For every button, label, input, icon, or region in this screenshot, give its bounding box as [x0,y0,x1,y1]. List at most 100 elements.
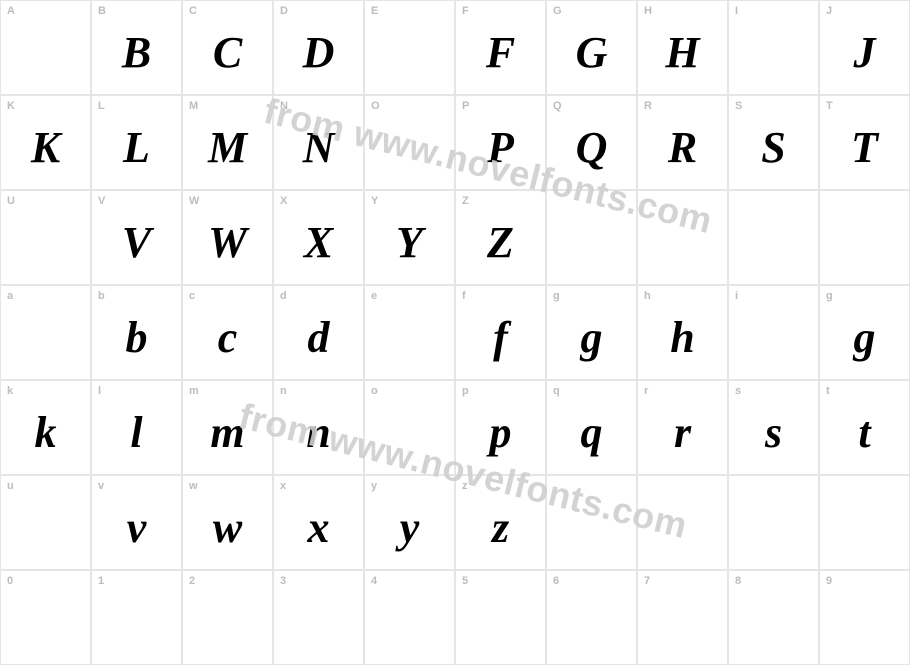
glyph-character: Q [576,126,608,170]
glyph-cell: cc [182,285,273,380]
glyph-cell: BB [91,0,182,95]
glyph-character: d [308,316,330,360]
cell-label: 5 [462,575,468,587]
glyph-cell: 7 [637,570,728,665]
glyph-cell: 0 [0,570,91,665]
cell-label: g [553,290,560,302]
cell-label: I [735,5,738,17]
grid-row: 0123456789 [0,570,911,665]
cell-label: 2 [189,575,195,587]
cell-label: x [280,480,286,492]
glyph-cell: ss [728,380,819,475]
glyph-character: V [122,221,151,265]
glyph-character: s [765,411,782,455]
cell-label: b [98,290,105,302]
glyph-character: F [486,31,515,75]
glyph-cell: tt [819,380,910,475]
glyph-cell: 8 [728,570,819,665]
glyph-character: L [123,126,150,170]
glyph-cell: RR [637,95,728,190]
glyph-character: S [761,126,785,170]
glyph-character: K [31,126,60,170]
glyph-cell [546,190,637,285]
cell-label: T [826,100,833,112]
cell-label: M [189,100,198,112]
glyph-cell: ll [91,380,182,475]
cell-label: 0 [7,575,13,587]
glyph-character: w [213,506,242,550]
grid-row: KKLLMMNNOPPQQRRSSTT [0,95,911,190]
glyph-cell: gg [819,285,910,380]
cell-label: K [7,100,15,112]
grid-row: ABBCCDDEFFGGHHIJJ [0,0,911,95]
glyph-cell: rr [637,380,728,475]
glyph-character: n [306,411,330,455]
glyph-cell: i [728,285,819,380]
glyph-cell: qq [546,380,637,475]
glyph-cell: NN [273,95,364,190]
cell-label: J [826,5,832,17]
cell-label: m [189,385,199,397]
glyph-cell: xx [273,475,364,570]
cell-label: P [462,100,469,112]
glyph-character: T [851,126,878,170]
cell-label: p [462,385,469,397]
glyph-character: C [213,31,242,75]
glyph-cell: JJ [819,0,910,95]
glyph-cell: hh [637,285,728,380]
glyph-character: B [122,31,151,75]
cell-label: 6 [553,575,559,587]
glyph-character: P [487,126,514,170]
cell-label: 8 [735,575,741,587]
cell-label: 9 [826,575,832,587]
glyph-cell: QQ [546,95,637,190]
cell-label: R [644,100,652,112]
glyph-cell: FF [455,0,546,95]
cell-label: h [644,290,651,302]
glyph-cell: 3 [273,570,364,665]
glyph-cell: GG [546,0,637,95]
cell-label: o [371,385,378,397]
cell-label: e [371,290,377,302]
glyph-cell: SS [728,95,819,190]
cell-label: a [7,290,13,302]
glyph-cell [819,475,910,570]
glyph-cell: A [0,0,91,95]
cell-label: X [280,195,287,207]
cell-label: H [644,5,652,17]
glyph-character: c [218,316,238,360]
glyph-character: b [126,316,148,360]
glyph-character: g [854,316,876,360]
cell-label: z [462,480,468,492]
glyph-character: t [858,411,870,455]
cell-label: d [280,290,287,302]
cell-label: F [462,5,469,17]
cell-label: k [7,385,13,397]
glyph-cell: 2 [182,570,273,665]
cell-label: U [7,195,15,207]
glyph-character: y [400,506,420,550]
glyph-cell: 6 [546,570,637,665]
cell-label: q [553,385,560,397]
glyph-cell: O [364,95,455,190]
glyph-character: f [493,316,508,360]
cell-label: r [644,385,648,397]
glyph-cell: dd [273,285,364,380]
glyph-cell: mm [182,380,273,475]
glyph-cell: E [364,0,455,95]
glyph-character: k [35,411,57,455]
glyph-character: g [581,316,603,360]
grid-row: uvvwwxxyyzz [0,475,911,570]
glyph-cell: U [0,190,91,285]
glyph-cell: TT [819,95,910,190]
glyph-character: J [854,31,876,75]
glyph-cell: bb [91,285,182,380]
glyph-cell [637,190,728,285]
glyph-cell: 5 [455,570,546,665]
cell-label: g [826,290,833,302]
glyph-cell: CC [182,0,273,95]
glyph-character: X [304,221,333,265]
cell-label: c [189,290,195,302]
glyph-cell: DD [273,0,364,95]
cell-label: l [98,385,101,397]
